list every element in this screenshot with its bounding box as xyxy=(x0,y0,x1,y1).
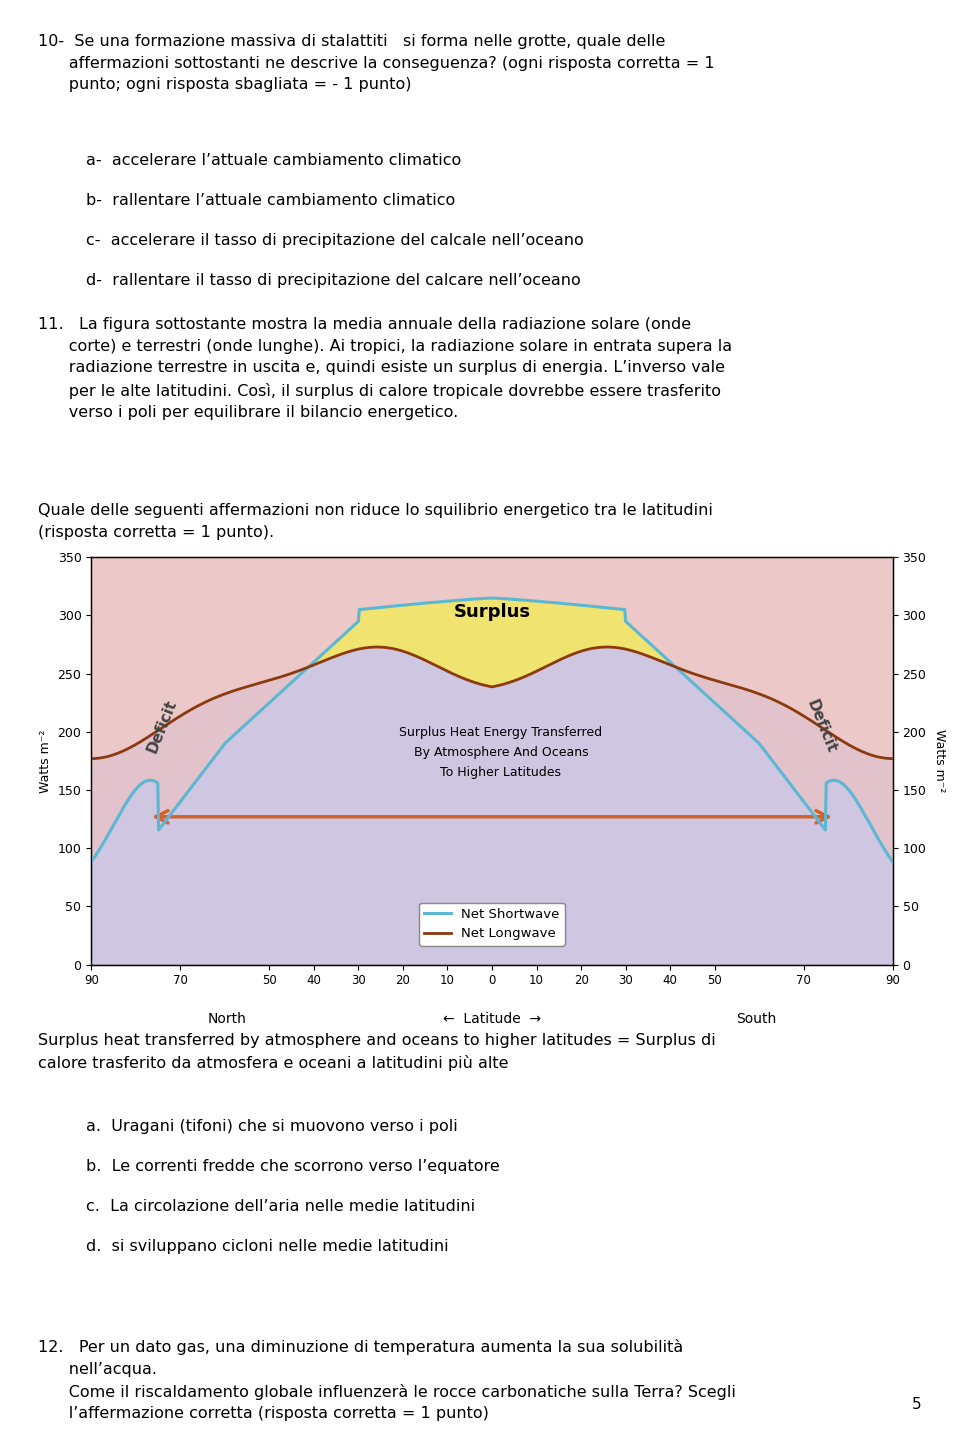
Text: b.  Le correnti fredde che scorrono verso l’equatore: b. Le correnti fredde che scorrono verso… xyxy=(86,1159,500,1173)
Text: Quale delle seguenti affermazioni non riduce lo squilibrio energetico tra le lat: Quale delle seguenti affermazioni non ri… xyxy=(38,503,713,540)
Text: 5: 5 xyxy=(912,1398,922,1412)
Y-axis label: Watts m⁻²: Watts m⁻² xyxy=(39,729,52,793)
Text: 10-  Se una formazione massiva di stalattiti   si forma nelle grotte, quale dell: 10- Se una formazione massiva di stalatt… xyxy=(38,34,715,93)
Text: 12.   Per un dato gas, una diminuzione di temperatura aumenta la sua solubilità
: 12. Per un dato gas, una diminuzione di … xyxy=(38,1339,736,1422)
Text: Surplus heat transferred by atmosphere and oceans to higher latitudes = Surplus : Surplus heat transferred by atmosphere a… xyxy=(38,1033,716,1072)
Text: a-  accelerare l’attuale cambiamento climatico: a- accelerare l’attuale cambiamento clim… xyxy=(86,153,462,167)
Text: c-  accelerare il tasso di precipitazione del calcale nell’oceano: c- accelerare il tasso di precipitazione… xyxy=(86,233,584,247)
Text: d-  rallentare il tasso di precipitazione del calcare nell’oceano: d- rallentare il tasso di precipitazione… xyxy=(86,273,581,287)
Y-axis label: Watts m⁻²: Watts m⁻² xyxy=(933,729,946,793)
Text: Deficit: Deficit xyxy=(804,697,839,755)
Text: South: South xyxy=(736,1012,777,1026)
Text: 11.   La figura sottostante mostra la media annuale della radiazione solare (ond: 11. La figura sottostante mostra la medi… xyxy=(38,317,732,420)
Legend: Net Shortwave, Net Longwave: Net Shortwave, Net Longwave xyxy=(420,903,564,946)
Text: d.  si sviluppano cicloni nelle medie latitudini: d. si sviluppano cicloni nelle medie lat… xyxy=(86,1239,449,1253)
Text: North: North xyxy=(208,1012,247,1026)
Text: c.  La circolazione dell’aria nelle medie latitudini: c. La circolazione dell’aria nelle medie… xyxy=(86,1199,475,1213)
Text: Surplus: Surplus xyxy=(453,603,531,622)
Text: a.  Uragani (tifoni) che si muovono verso i poli: a. Uragani (tifoni) che si muovono verso… xyxy=(86,1119,458,1133)
Text: Surplus Heat Energy Transferred
By Atmosphere And Oceans
To Higher Latitudes: Surplus Heat Energy Transferred By Atmos… xyxy=(399,726,603,779)
Text: ←  Latitude  →: ← Latitude → xyxy=(443,1012,541,1026)
Text: b-  rallentare l’attuale cambiamento climatico: b- rallentare l’attuale cambiamento clim… xyxy=(86,193,456,207)
Text: Deficit: Deficit xyxy=(145,697,180,755)
